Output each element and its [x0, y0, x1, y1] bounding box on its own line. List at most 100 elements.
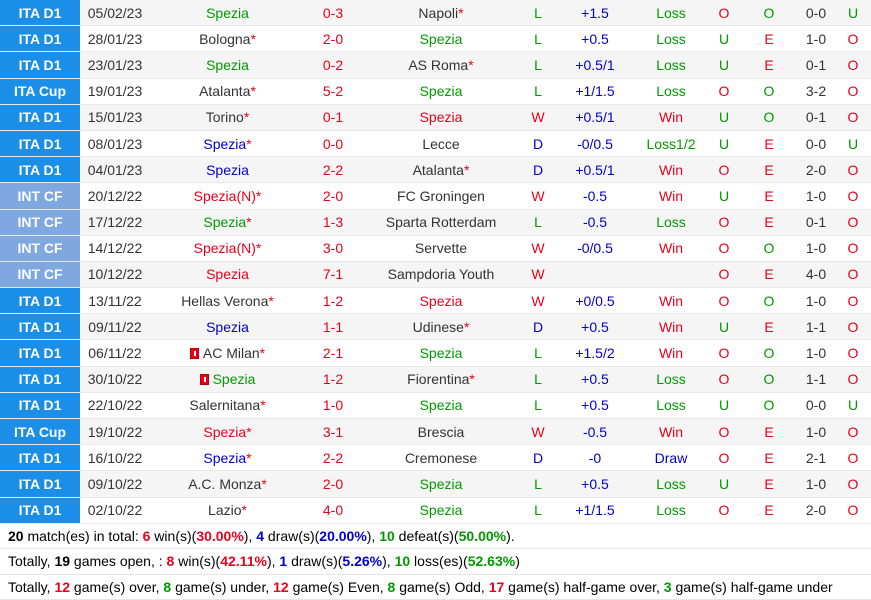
score-cell[interactable]: 0-1	[305, 104, 361, 131]
home-team-name[interactable]: Spezia	[203, 214, 247, 231]
home-team-cell[interactable]: Salernitana*	[150, 392, 305, 420]
away-team-cell[interactable]: AS Roma*	[361, 51, 521, 79]
table-row[interactable]: ITA D1 28/01/23 Bologna* 2-0 Spezia L +0.5 Loss…	[0, 25, 871, 53]
home-team-name[interactable]: Spezia	[203, 423, 247, 440]
away-team-name[interactable]: Spezia	[419, 502, 463, 519]
away-team-cell[interactable]: FC Groningen	[361, 182, 521, 210]
table-row[interactable]: ITA D1 06/11/22 AC Milan* 2-1 Spezia L +1.5/2 W…	[0, 339, 871, 367]
league-cell[interactable]: ITA D1	[0, 51, 80, 79]
table-row[interactable]: ITA D1 09/10/22 A.C. Monza* 2-0 Spezia L +0.5 L…	[0, 470, 871, 498]
league-cell[interactable]: ITA Cup	[0, 418, 80, 446]
away-team-name[interactable]: Fiorentina	[407, 371, 470, 388]
home-team-name[interactable]: Bologna	[199, 30, 251, 47]
away-team-name[interactable]: Spezia	[419, 475, 463, 492]
home-team-name[interactable]: Spezia	[206, 161, 249, 178]
home-team-name[interactable]: Spezia(N)	[193, 187, 256, 204]
score-cell[interactable]: 1-0	[305, 392, 361, 420]
home-team-name[interactable]: Lazio	[208, 502, 242, 519]
score-cell[interactable]: 1-3	[305, 209, 361, 236]
home-team-cell[interactable]: Lazio*	[150, 497, 305, 524]
away-team-name[interactable]: FC Groningen	[397, 187, 485, 204]
table-row[interactable]: ITA Cup 19/01/23 Atalanta* 5-2 Spezia L +1/1.5…	[0, 78, 871, 105]
score-cell[interactable]: 4-0	[305, 497, 361, 524]
away-team-name[interactable]: Udinese	[412, 318, 464, 335]
score-cell[interactable]: 1-1	[305, 313, 361, 341]
home-team-name[interactable]: Spezia	[206, 4, 249, 21]
away-team-name[interactable]: Spezia	[419, 292, 463, 309]
score-cell[interactable]: 1-2	[305, 366, 361, 393]
score-cell[interactable]: 5-2	[305, 78, 361, 105]
away-team-cell[interactable]: Sampdoria Youth	[361, 261, 521, 289]
away-team-name[interactable]: Atalanta	[412, 161, 464, 178]
score-cell[interactable]: 3-1	[305, 418, 361, 446]
away-team-cell[interactable]: Spezia	[361, 78, 521, 105]
league-cell[interactable]: ITA D1	[0, 156, 80, 184]
score-cell[interactable]: 1-2	[305, 287, 361, 315]
home-team-cell[interactable]: Hellas Verona*	[150, 287, 305, 315]
away-team-name[interactable]: Spezia	[419, 397, 463, 414]
away-team-cell[interactable]: Servette	[361, 235, 521, 262]
home-team-cell[interactable]: Spezia(N)*	[150, 235, 305, 262]
away-team-name[interactable]: Sampdoria Youth	[387, 266, 495, 283]
away-team-cell[interactable]: Napoli*	[361, 0, 521, 27]
home-team-cell[interactable]: A.C. Monza*	[150, 470, 305, 498]
score-cell[interactable]: 0-0	[305, 130, 361, 158]
away-team-name[interactable]: Brescia	[417, 423, 465, 440]
league-cell[interactable]: ITA D1	[0, 25, 80, 53]
league-cell[interactable]: ITA D1	[0, 497, 80, 524]
away-team-cell[interactable]: Spezia	[361, 392, 521, 420]
table-row[interactable]: ITA D1 23/01/23 Spezia 0-2 AS Roma* L +0.5/1 Lo…	[0, 51, 871, 79]
home-team-cell[interactable]: AC Milan*	[150, 339, 305, 367]
table-row[interactable]: ITA D1 04/01/23 Spezia 2-2 Atalanta* D +0.5/1 W…	[0, 156, 871, 184]
home-team-cell[interactable]: Spezia*	[150, 418, 305, 446]
home-team-cell[interactable]: Spezia	[150, 366, 305, 393]
table-row[interactable]: INT CF 17/12/22 Spezia* 1-3 Sparta Rotterdam…	[0, 209, 871, 236]
table-row[interactable]: ITA D1 30/10/22 Spezia 1-2 Fiorentina* L +0.5 L…	[0, 366, 871, 393]
score-cell[interactable]: 2-1	[305, 339, 361, 367]
home-team-name[interactable]: Spezia(N)	[193, 240, 256, 257]
away-team-name[interactable]: Sparta Rotterdam	[385, 214, 497, 231]
away-team-name[interactable]: Napoli	[418, 4, 459, 21]
table-row[interactable]: ITA Cup 19/10/22 Spezia* 3-1 Brescia W -0.5 Win…	[0, 418, 871, 446]
league-cell[interactable]: INT CF	[0, 235, 80, 262]
league-cell[interactable]: INT CF	[0, 209, 80, 236]
home-team-cell[interactable]: Spezia	[150, 261, 305, 289]
score-cell[interactable]: 2-0	[305, 470, 361, 498]
table-row[interactable]: ITA D1 22/10/22 Salernitana* 1-0 Spezia L +0.5…	[0, 392, 871, 420]
away-team-cell[interactable]: Fiorentina*	[361, 366, 521, 393]
home-team-cell[interactable]: Spezia*	[150, 444, 305, 472]
league-cell[interactable]: ITA D1	[0, 339, 80, 367]
score-cell[interactable]: 3-0	[305, 235, 361, 262]
table-row[interactable]: INT CF 10/12/22 Spezia 7-1 Sampdoria Youth W O…	[0, 261, 871, 289]
table-row[interactable]: ITA D1 02/10/22 Lazio* 4-0 Spezia L +1/1.5 Loss…	[0, 497, 871, 524]
away-team-name[interactable]: Lecce	[422, 135, 460, 152]
league-cell[interactable]: ITA D1	[0, 287, 80, 315]
away-team-cell[interactable]: Spezia	[361, 339, 521, 367]
league-cell[interactable]: ITA D1	[0, 104, 80, 131]
away-team-name[interactable]: Servette	[414, 240, 468, 257]
away-team-name[interactable]: Spezia	[419, 345, 463, 362]
league-cell[interactable]: ITA D1	[0, 470, 80, 498]
home-team-cell[interactable]: Spezia	[150, 51, 305, 79]
home-team-name[interactable]: Spezia	[206, 56, 249, 73]
home-team-cell[interactable]: Spezia*	[150, 209, 305, 236]
home-team-cell[interactable]: Spezia(N)*	[150, 182, 305, 210]
away-team-cell[interactable]: Spezia	[361, 497, 521, 524]
home-team-cell[interactable]: Spezia	[150, 313, 305, 341]
home-team-cell[interactable]: Spezia	[150, 156, 305, 184]
score-cell[interactable]: 2-2	[305, 156, 361, 184]
away-team-cell[interactable]: Sparta Rotterdam	[361, 209, 521, 236]
away-team-cell[interactable]: Spezia	[361, 287, 521, 315]
league-cell[interactable]: ITA D1	[0, 444, 80, 472]
home-team-name[interactable]: Spezia	[206, 318, 249, 335]
score-cell[interactable]: 7-1	[305, 261, 361, 289]
home-team-name[interactable]: Spezia	[203, 449, 247, 466]
home-team-name[interactable]: Atalanta	[199, 83, 251, 100]
score-cell[interactable]: 0-2	[305, 51, 361, 79]
away-team-cell[interactable]: Atalanta*	[361, 156, 521, 184]
away-team-cell[interactable]: Spezia	[361, 470, 521, 498]
home-team-cell[interactable]: Spezia*	[150, 130, 305, 158]
home-team-name[interactable]: Spezia	[206, 266, 249, 283]
score-cell[interactable]: 2-2	[305, 444, 361, 472]
league-cell[interactable]: ITA D1	[0, 130, 80, 158]
